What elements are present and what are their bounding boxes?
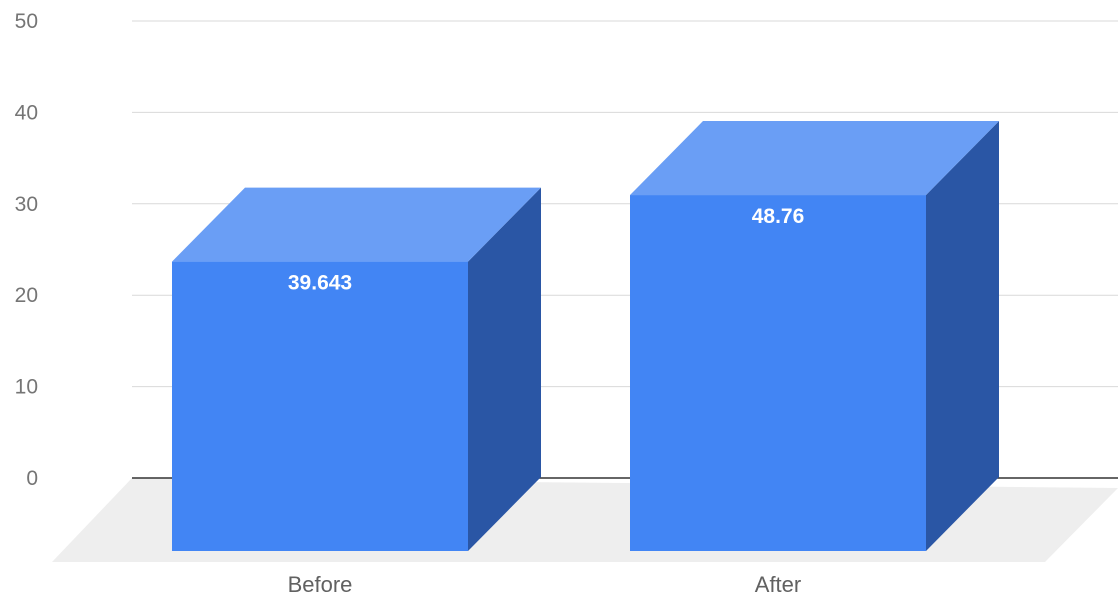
y-tick-label: 10	[15, 376, 38, 399]
bar-top-face	[172, 187, 541, 262]
bar-after	[630, 121, 999, 551]
y-tick-label: 40	[15, 101, 38, 124]
bar-value-label: 48.76	[752, 205, 805, 228]
bar-side-face	[468, 187, 541, 552]
bar-side-face	[926, 121, 999, 551]
y-tick-label: 50	[15, 10, 38, 33]
x-category-label: After	[755, 572, 801, 597]
x-category-label: Before	[288, 572, 353, 597]
bar-before	[172, 187, 541, 552]
bar-top-face	[630, 121, 999, 196]
y-tick-label: 30	[15, 193, 38, 216]
bar-front-face	[172, 261, 468, 551]
y-tick-label: 0	[26, 467, 38, 490]
y-tick-label: 20	[15, 284, 38, 307]
bar-front-face	[630, 195, 926, 551]
bar-value-label: 39.643	[288, 272, 352, 295]
